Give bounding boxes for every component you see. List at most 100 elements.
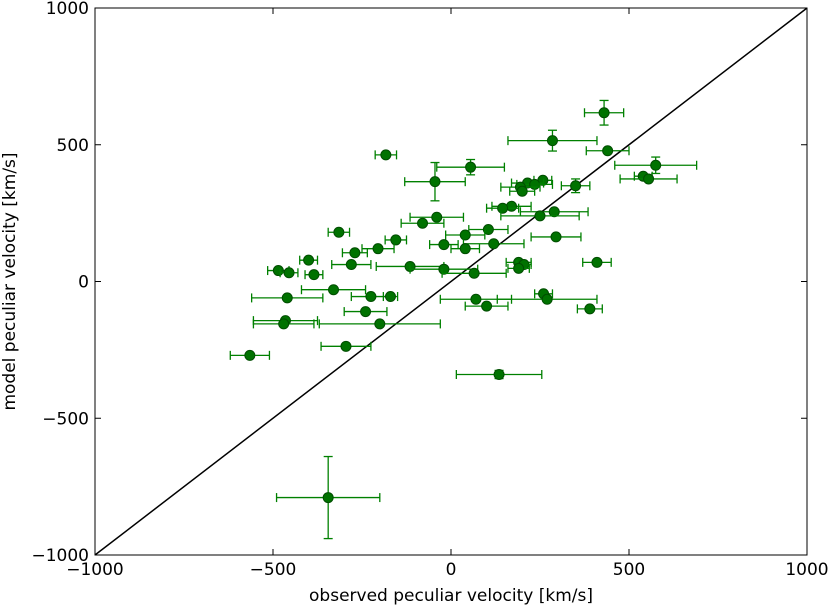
point-marker bbox=[244, 349, 256, 361]
data-point bbox=[374, 149, 398, 161]
point-marker bbox=[650, 159, 662, 171]
data-point bbox=[320, 340, 372, 352]
data-point bbox=[583, 99, 625, 126]
point-marker bbox=[459, 229, 471, 241]
point-marker bbox=[550, 231, 562, 243]
point-marker bbox=[534, 210, 546, 222]
x-tick-label: 500 bbox=[613, 560, 645, 580]
x-tick-label: −500 bbox=[250, 560, 297, 580]
data-point bbox=[455, 368, 543, 380]
x-tick-label: 1000 bbox=[785, 560, 828, 580]
data-point bbox=[441, 267, 507, 279]
point-marker bbox=[322, 492, 334, 504]
axis-ticks bbox=[94, 7, 808, 556]
x-tick-label: 0 bbox=[446, 560, 457, 580]
point-marker bbox=[365, 291, 377, 303]
point-marker bbox=[328, 284, 340, 296]
data-point bbox=[485, 202, 520, 214]
point-marker bbox=[303, 254, 315, 266]
y-tick-label: −500 bbox=[42, 409, 89, 429]
data-point bbox=[428, 239, 459, 251]
data-point bbox=[252, 318, 315, 330]
data-point bbox=[343, 306, 388, 318]
data-point bbox=[496, 293, 598, 305]
data-point bbox=[530, 231, 582, 243]
data-point bbox=[229, 349, 271, 361]
data-point bbox=[404, 161, 466, 202]
data-point bbox=[299, 254, 319, 266]
point-marker bbox=[488, 238, 500, 250]
point-marker bbox=[438, 263, 450, 275]
data-point bbox=[384, 234, 408, 246]
data-point bbox=[275, 455, 381, 540]
data-point bbox=[585, 145, 630, 157]
point-marker bbox=[546, 135, 558, 147]
data-point bbox=[439, 293, 513, 305]
point-marker bbox=[438, 239, 450, 251]
point-marker bbox=[431, 211, 443, 223]
data-point bbox=[250, 292, 324, 304]
data-point bbox=[361, 243, 395, 255]
point-marker bbox=[278, 318, 290, 330]
point-marker bbox=[493, 368, 505, 380]
point-marker bbox=[548, 206, 560, 218]
x-axis-title: observed peculiar velocity [km/s] bbox=[309, 586, 593, 605]
point-marker bbox=[345, 259, 357, 271]
point-marker bbox=[380, 149, 392, 161]
data-point bbox=[436, 158, 506, 176]
data-point bbox=[300, 284, 367, 296]
data-point bbox=[304, 269, 324, 281]
data-point bbox=[507, 262, 530, 274]
y-tick-label: −1000 bbox=[31, 546, 89, 566]
point-marker bbox=[429, 176, 441, 188]
data-point bbox=[450, 243, 481, 255]
point-marker bbox=[598, 107, 610, 119]
data-point bbox=[507, 129, 598, 152]
y-tick-label: 1000 bbox=[46, 0, 89, 19]
point-marker bbox=[372, 243, 384, 255]
point-marker bbox=[417, 217, 429, 229]
data-point bbox=[509, 185, 536, 197]
data-point bbox=[560, 178, 591, 194]
data-point bbox=[279, 267, 299, 279]
y-axis-title: model peculiar velocity [km/s] bbox=[0, 152, 20, 410]
y-tick-label: 500 bbox=[57, 136, 89, 156]
data-point bbox=[341, 247, 368, 259]
data-point bbox=[582, 256, 612, 268]
point-marker bbox=[481, 300, 493, 312]
point-marker bbox=[570, 180, 582, 192]
data-point bbox=[318, 318, 441, 330]
point-marker bbox=[497, 202, 509, 214]
point-marker bbox=[459, 243, 471, 255]
data-point bbox=[576, 303, 603, 315]
data-point bbox=[468, 224, 509, 236]
point-marker bbox=[516, 185, 528, 197]
point-marker bbox=[482, 224, 494, 236]
point-marker bbox=[468, 267, 480, 279]
y-tick-label: 0 bbox=[78, 273, 89, 293]
point-marker bbox=[374, 318, 386, 330]
point-marker bbox=[506, 200, 518, 212]
data-point bbox=[382, 291, 399, 303]
point-marker bbox=[281, 292, 293, 304]
data-point bbox=[500, 210, 580, 222]
data-point bbox=[619, 173, 678, 185]
point-marker bbox=[384, 291, 396, 303]
point-marker bbox=[390, 234, 402, 246]
reference-line bbox=[95, 8, 807, 555]
point-marker bbox=[591, 256, 603, 268]
plot-contents bbox=[95, 8, 807, 555]
plot-area bbox=[95, 8, 807, 555]
x-tick-label: −1000 bbox=[66, 560, 124, 580]
point-marker bbox=[470, 293, 482, 305]
data-point bbox=[614, 156, 698, 175]
point-marker bbox=[465, 161, 477, 173]
point-marker bbox=[333, 226, 345, 238]
point-marker bbox=[283, 267, 295, 279]
point-marker bbox=[513, 262, 525, 274]
data-point bbox=[400, 217, 445, 229]
point-marker bbox=[360, 306, 372, 318]
point-marker bbox=[584, 303, 596, 315]
